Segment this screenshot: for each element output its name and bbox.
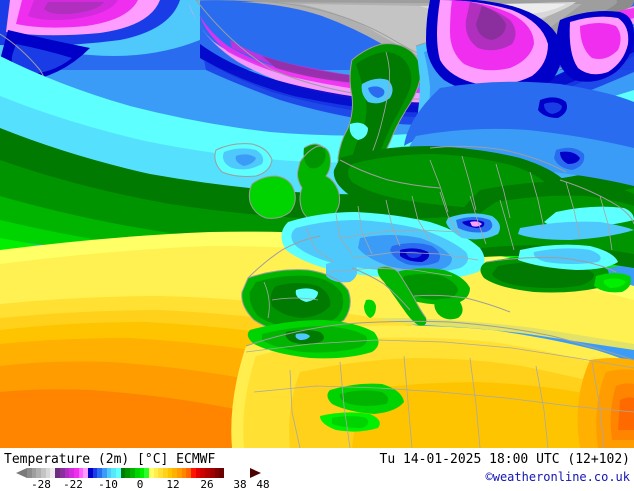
colorbar-swatch-5 <box>50 468 56 478</box>
colorbar-swatch-23 <box>134 468 140 478</box>
colorbar-swatch-32 <box>177 468 182 478</box>
colorbar-swatch-34 <box>186 468 192 478</box>
colorbar-swatch-24 <box>139 468 145 478</box>
colorbar-swatch-16 <box>102 468 107 478</box>
colorbar-tick-38: 38 <box>233 478 247 491</box>
colorbar-swatch-2 <box>36 468 42 478</box>
colorbar-swatch-18 <box>111 468 117 478</box>
temperature-map[interactable] <box>0 0 634 448</box>
valid-time-stamp: Tu 14-01-2025 18:00 UTC (12+102) <box>379 452 630 467</box>
copyright-credit: ©weatheronline.co.uk <box>485 470 631 484</box>
colorbar-swatch-22 <box>130 468 135 478</box>
colorbar-swatch-36 <box>195 468 201 478</box>
page-title: Temperature (2m) [°C] ECMWF <box>4 452 216 467</box>
colorbar-swatch-15 <box>97 468 102 478</box>
colorbar-swatch-3 <box>41 468 46 478</box>
colorbar-swatch-41 <box>219 468 224 478</box>
colorbar-swatch-11 <box>78 468 84 478</box>
colorbar-swatch-4 <box>45 468 51 478</box>
colorbar-swatch-17 <box>106 468 112 478</box>
colorbar-tick-48: 48 <box>256 478 270 491</box>
colorbar-tick-12: 12 <box>166 478 180 491</box>
temperature-colorbar[interactable]: -28 -22 -10 0 12 26 38 48 <box>0 468 300 491</box>
colorbar-swatch-0 <box>27 468 32 478</box>
colorbar-swatch-31 <box>172 468 177 478</box>
colorbar-swatch-33 <box>181 468 187 478</box>
colorbar-swatch-14 <box>92 468 98 478</box>
colorbar-swatch-6 <box>55 468 60 478</box>
colorbar-swatch-9 <box>69 468 74 478</box>
colorbar-swatch-19 <box>116 468 121 478</box>
colorbar-swatch-12 <box>83 468 88 478</box>
map-canvas <box>0 0 634 448</box>
colorbar-swatch-26 <box>148 468 154 478</box>
colorbar-swatch-39 <box>209 468 215 478</box>
colorbar-tick-labels: -28 -22 -10 0 12 26 38 48 <box>0 478 300 491</box>
colorbar-swatch-37 <box>200 468 206 478</box>
colorbar-tick--28: -28 <box>31 478 51 491</box>
colorbar-swatch-21 <box>125 468 131 478</box>
colorbar-tick-26: 26 <box>200 478 214 491</box>
colorbar-swatch-25 <box>144 468 149 478</box>
colorbar-tick--10: -10 <box>98 478 118 491</box>
colorbar-swatch-30 <box>167 468 173 478</box>
colorbar-swatch-29 <box>162 468 168 478</box>
colorbar-low-arrow-icon <box>16 468 27 478</box>
colorbar-swatch-7 <box>59 468 65 478</box>
colorbar-swatch-38 <box>205 468 210 478</box>
colorbar-high-arrow-icon <box>250 468 261 478</box>
colorbar-tick-0: 0 <box>136 478 144 491</box>
colorbar-swatch-35 <box>191 468 196 478</box>
colorbar-swatch-10 <box>73 468 79 478</box>
colorbar-swatch-27 <box>153 468 159 478</box>
colorbar-swatch-20 <box>120 468 126 478</box>
map-footer: Temperature (2m) [°C] ECMWF Tu 14-01-202… <box>0 448 634 491</box>
colorbar-swatch-8 <box>64 468 70 478</box>
colorbar-swatch-40 <box>214 468 220 478</box>
colorbar-swatches <box>27 468 224 478</box>
colorbar-swatch-1 <box>31 468 37 478</box>
colorbar-swatch-28 <box>158 468 163 478</box>
colorbar-tick--22: -22 <box>63 478 83 491</box>
colorbar-swatch-13 <box>87 468 93 478</box>
